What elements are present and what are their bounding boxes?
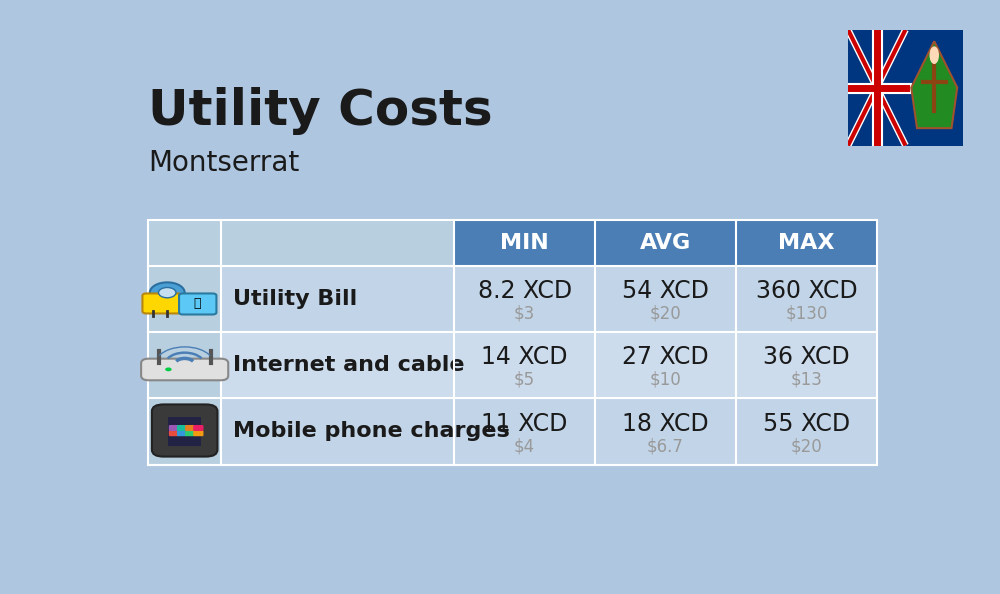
Text: $10: $10 [650, 371, 681, 388]
Text: 360 XCD: 360 XCD [756, 279, 857, 303]
FancyBboxPatch shape [148, 266, 877, 332]
Text: Utility Bill: Utility Bill [233, 289, 357, 309]
Text: 55 XCD: 55 XCD [763, 412, 850, 435]
Circle shape [165, 368, 172, 371]
Text: 11 XCD: 11 XCD [481, 412, 568, 435]
Text: $20: $20 [650, 304, 681, 323]
Text: $6.7: $6.7 [647, 437, 684, 455]
Circle shape [159, 287, 176, 298]
Polygon shape [911, 42, 957, 128]
FancyBboxPatch shape [185, 425, 195, 431]
Text: Internet and cable: Internet and cable [233, 355, 464, 375]
FancyBboxPatch shape [148, 220, 454, 266]
FancyBboxPatch shape [168, 416, 201, 447]
FancyBboxPatch shape [148, 332, 221, 399]
FancyBboxPatch shape [152, 405, 217, 457]
Text: 36 XCD: 36 XCD [763, 345, 850, 369]
Text: $130: $130 [785, 304, 828, 323]
Text: MIN: MIN [500, 233, 549, 253]
Circle shape [930, 47, 938, 64]
Text: $3: $3 [514, 304, 535, 323]
FancyBboxPatch shape [193, 430, 203, 436]
FancyBboxPatch shape [142, 293, 182, 314]
Text: Mobile phone charges: Mobile phone charges [233, 422, 509, 441]
Text: 8.2 XCD: 8.2 XCD [478, 279, 572, 303]
Text: 🔧: 🔧 [193, 298, 201, 311]
Text: MAX: MAX [778, 233, 835, 253]
FancyBboxPatch shape [185, 430, 195, 436]
FancyBboxPatch shape [454, 220, 877, 266]
FancyBboxPatch shape [141, 359, 228, 380]
Text: Utility Costs: Utility Costs [148, 87, 493, 135]
Text: $20: $20 [790, 437, 822, 455]
Text: $13: $13 [790, 371, 822, 388]
FancyBboxPatch shape [179, 293, 216, 314]
Text: 14 XCD: 14 XCD [481, 345, 568, 369]
Text: 27 XCD: 27 XCD [622, 345, 709, 369]
Text: $5: $5 [514, 371, 535, 388]
FancyBboxPatch shape [148, 332, 877, 399]
FancyBboxPatch shape [169, 430, 179, 436]
FancyBboxPatch shape [177, 430, 187, 436]
Text: Montserrat: Montserrat [148, 149, 300, 177]
FancyBboxPatch shape [193, 425, 203, 431]
FancyBboxPatch shape [148, 399, 877, 465]
Text: AVG: AVG [640, 233, 691, 253]
Text: 54 XCD: 54 XCD [622, 279, 709, 303]
FancyBboxPatch shape [177, 425, 187, 431]
FancyBboxPatch shape [169, 425, 179, 431]
Circle shape [150, 282, 185, 303]
FancyBboxPatch shape [148, 399, 221, 465]
FancyBboxPatch shape [148, 266, 221, 332]
Text: 18 XCD: 18 XCD [622, 412, 709, 435]
Text: $4: $4 [514, 437, 535, 455]
